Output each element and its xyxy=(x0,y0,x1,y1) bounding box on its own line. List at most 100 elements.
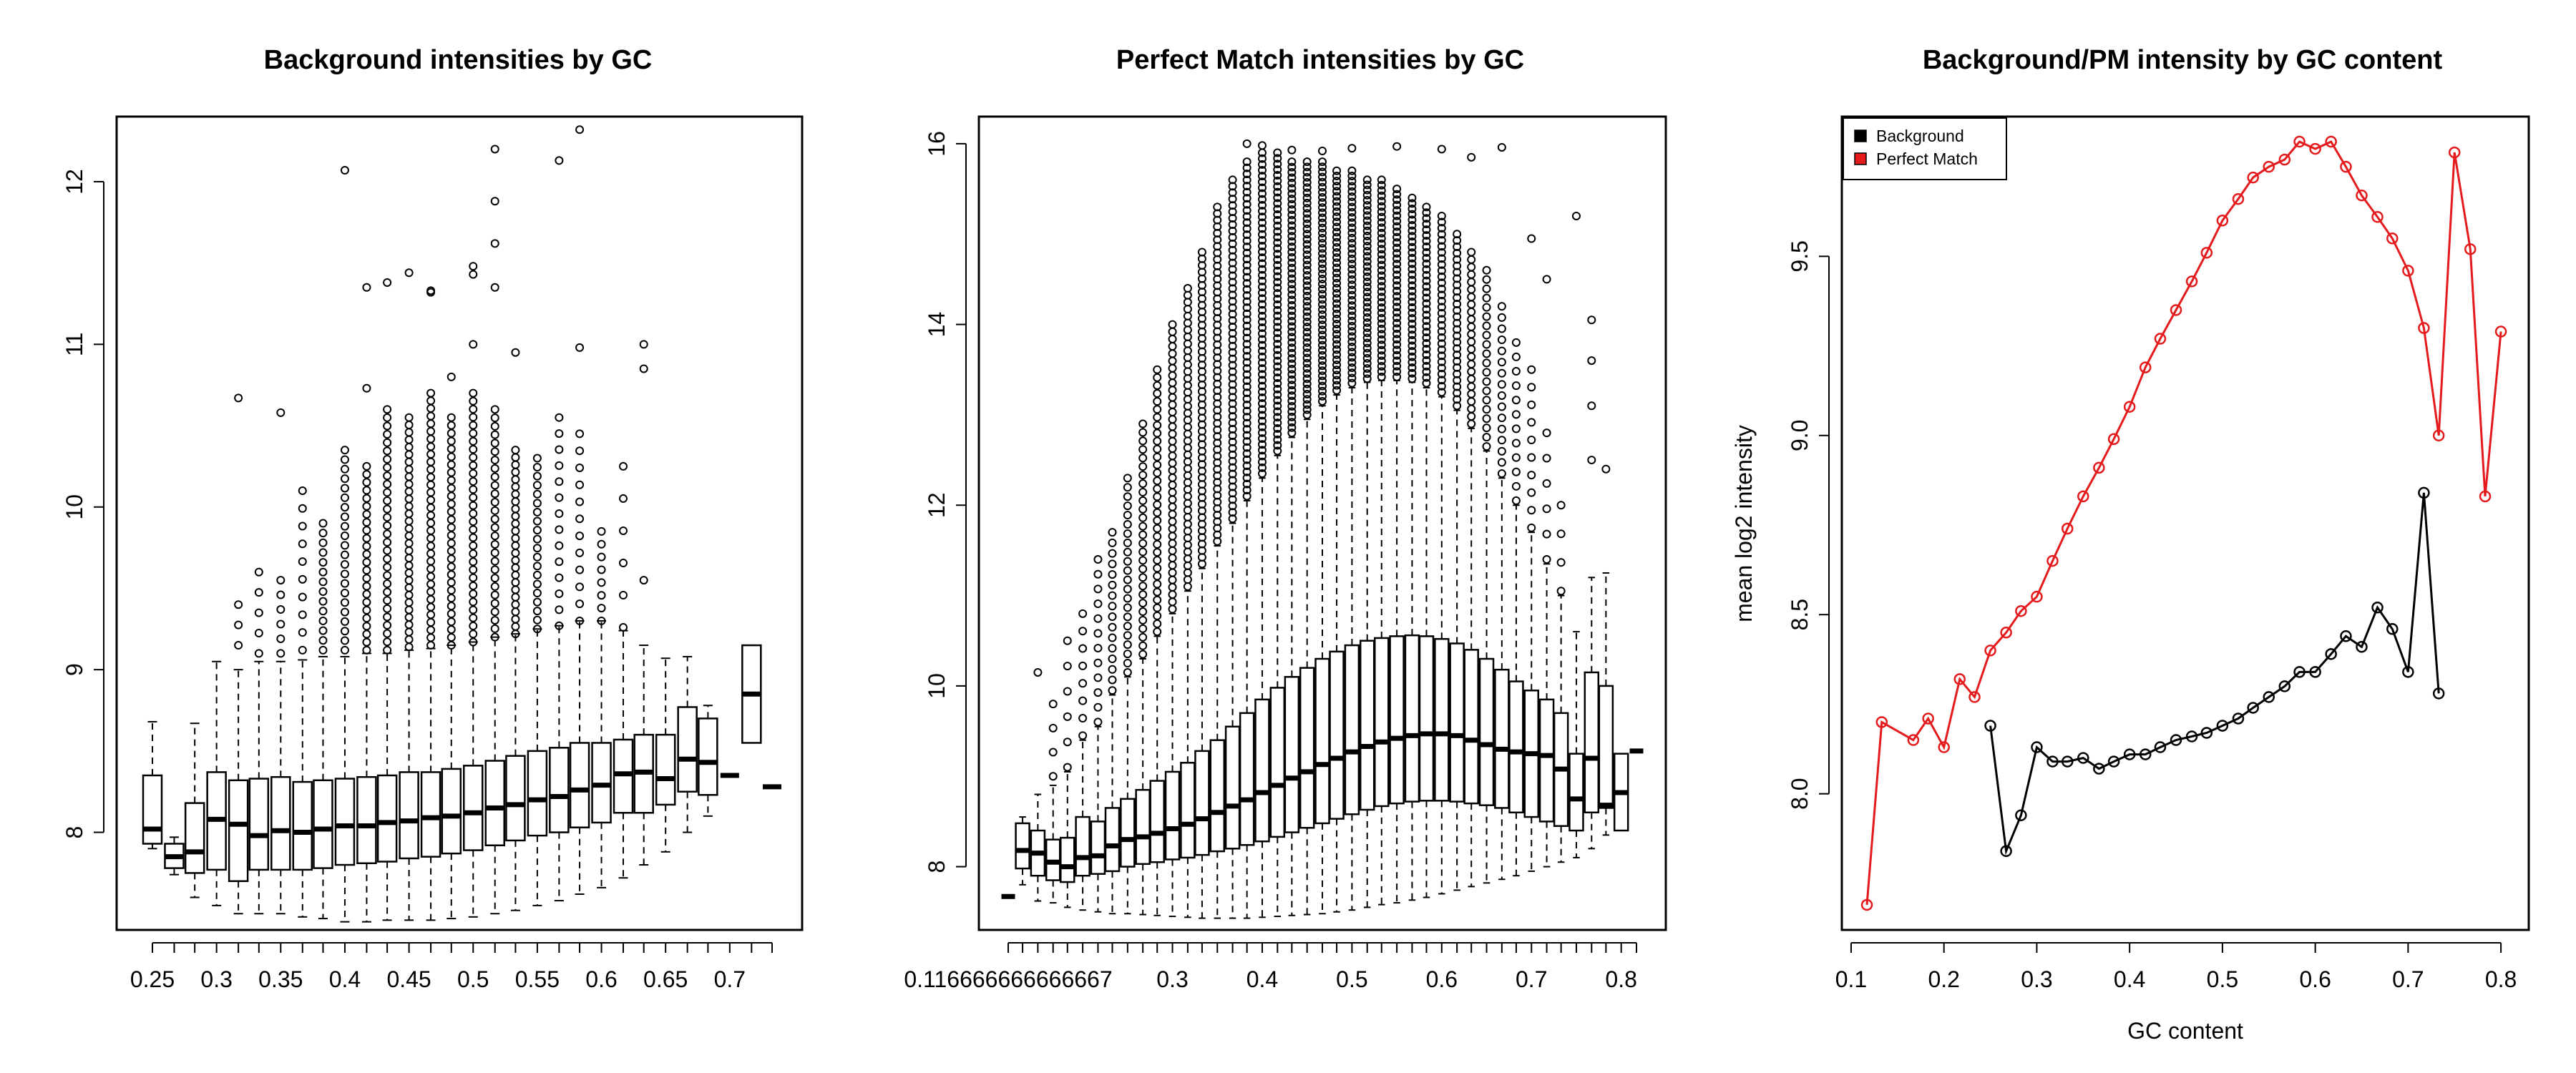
box-body xyxy=(1239,712,1255,846)
outlier-point xyxy=(362,501,371,511)
outlier-column xyxy=(1556,501,1566,596)
outlier-column xyxy=(469,388,478,647)
outlier-point xyxy=(1453,395,1462,404)
outlier-point xyxy=(1362,180,1372,190)
outlier-point xyxy=(1287,145,1297,155)
outlier-point xyxy=(383,405,392,414)
outlier-point xyxy=(404,479,414,489)
outlier-point xyxy=(362,461,371,471)
outlier-point xyxy=(1287,232,1297,241)
outlier-point xyxy=(1422,214,1431,223)
outlier-point xyxy=(1422,373,1431,382)
outlier-point xyxy=(1422,322,1431,331)
box xyxy=(1523,531,1539,872)
outlier-point xyxy=(426,403,436,413)
box xyxy=(1568,631,1584,858)
data-point xyxy=(2494,325,2507,338)
outlier-point xyxy=(490,489,499,499)
box xyxy=(292,659,313,918)
outlier-point xyxy=(1093,584,1103,594)
outlier-point xyxy=(1332,299,1342,308)
box-body xyxy=(356,775,377,865)
outlier-point xyxy=(1407,210,1417,219)
box xyxy=(1494,477,1510,881)
outlier-point xyxy=(1392,243,1402,253)
outlier-point xyxy=(469,501,478,510)
box-body xyxy=(1494,668,1510,809)
outlier-point xyxy=(532,471,542,481)
outlier-point xyxy=(1318,167,1327,177)
outlier-point xyxy=(1542,428,1551,438)
data-point xyxy=(1907,734,1920,746)
outlier-point xyxy=(318,597,328,606)
x-tick-label: 0.6 xyxy=(2299,966,2331,992)
outlier-point xyxy=(1453,293,1462,303)
outlier-point xyxy=(1242,467,1252,476)
outlier-point xyxy=(1392,356,1402,366)
outlier-point xyxy=(1183,568,1192,577)
outlier-point xyxy=(1138,539,1148,548)
outlier-point xyxy=(1078,714,1088,723)
data-point xyxy=(2200,727,2213,739)
outlier-point xyxy=(1108,591,1117,600)
box xyxy=(334,655,356,923)
outlier-point xyxy=(1273,446,1282,456)
outlier-point xyxy=(1453,236,1462,245)
outlier-point xyxy=(318,538,328,547)
outlier-point xyxy=(1228,195,1237,204)
box xyxy=(633,645,654,866)
outlier-point xyxy=(1453,331,1462,340)
outlier-point xyxy=(1153,627,1162,637)
box xyxy=(698,705,718,817)
outlier-point xyxy=(1257,172,1267,181)
outlier-point xyxy=(1108,528,1117,537)
outlier-point xyxy=(340,541,349,550)
outlier-point xyxy=(1392,265,1402,274)
y-tick-label: 8.0 xyxy=(1787,778,1813,809)
outlier-point xyxy=(1123,474,1132,483)
outlier-point xyxy=(1347,301,1357,310)
outlier-point xyxy=(1153,500,1162,509)
x-tick-label: 0.1 xyxy=(1835,966,1867,992)
outlier-point xyxy=(1467,374,1476,383)
outlier-point xyxy=(447,531,456,540)
outlier-point xyxy=(1362,364,1372,373)
outlier-point xyxy=(1168,473,1177,482)
box xyxy=(356,652,377,923)
outlier-point xyxy=(1257,253,1267,263)
outlier-point xyxy=(426,572,436,581)
box-body xyxy=(505,755,526,842)
outlier-point xyxy=(1318,218,1327,227)
data-point xyxy=(2386,623,2399,635)
outlier-point xyxy=(1302,214,1312,223)
outlier-column xyxy=(1213,202,1222,546)
outlier-point xyxy=(1407,199,1417,208)
outlier-point xyxy=(1332,314,1342,323)
x-tick-label: 0.7 xyxy=(714,966,746,992)
box-body xyxy=(1598,685,1614,809)
box-body xyxy=(1434,637,1450,802)
outlier-point xyxy=(1453,287,1462,296)
outlier-point xyxy=(340,569,349,579)
outlier-point xyxy=(469,262,478,271)
data-point xyxy=(2093,763,2105,775)
outlier-point xyxy=(1168,408,1177,417)
outlier-point xyxy=(1482,414,1491,423)
plot-frame xyxy=(977,115,1667,931)
legend: Background Perfect Match xyxy=(1843,117,2007,180)
outlier-point xyxy=(1108,559,1117,569)
data-point xyxy=(2293,135,2306,148)
outlier-point xyxy=(639,340,648,349)
outlier-point xyxy=(1302,178,1312,187)
outlier-point xyxy=(1318,193,1327,202)
outlier-point xyxy=(490,456,499,465)
outlier-point xyxy=(1242,255,1252,264)
outlier-point xyxy=(1287,402,1297,411)
outlier-point xyxy=(1332,212,1342,222)
outlier-column xyxy=(1257,148,1267,479)
outlier-point xyxy=(362,542,371,551)
outlier-point xyxy=(1228,418,1237,428)
outlier-point xyxy=(469,622,478,631)
outlier-point xyxy=(1542,479,1551,488)
outlier-point xyxy=(1242,394,1252,403)
